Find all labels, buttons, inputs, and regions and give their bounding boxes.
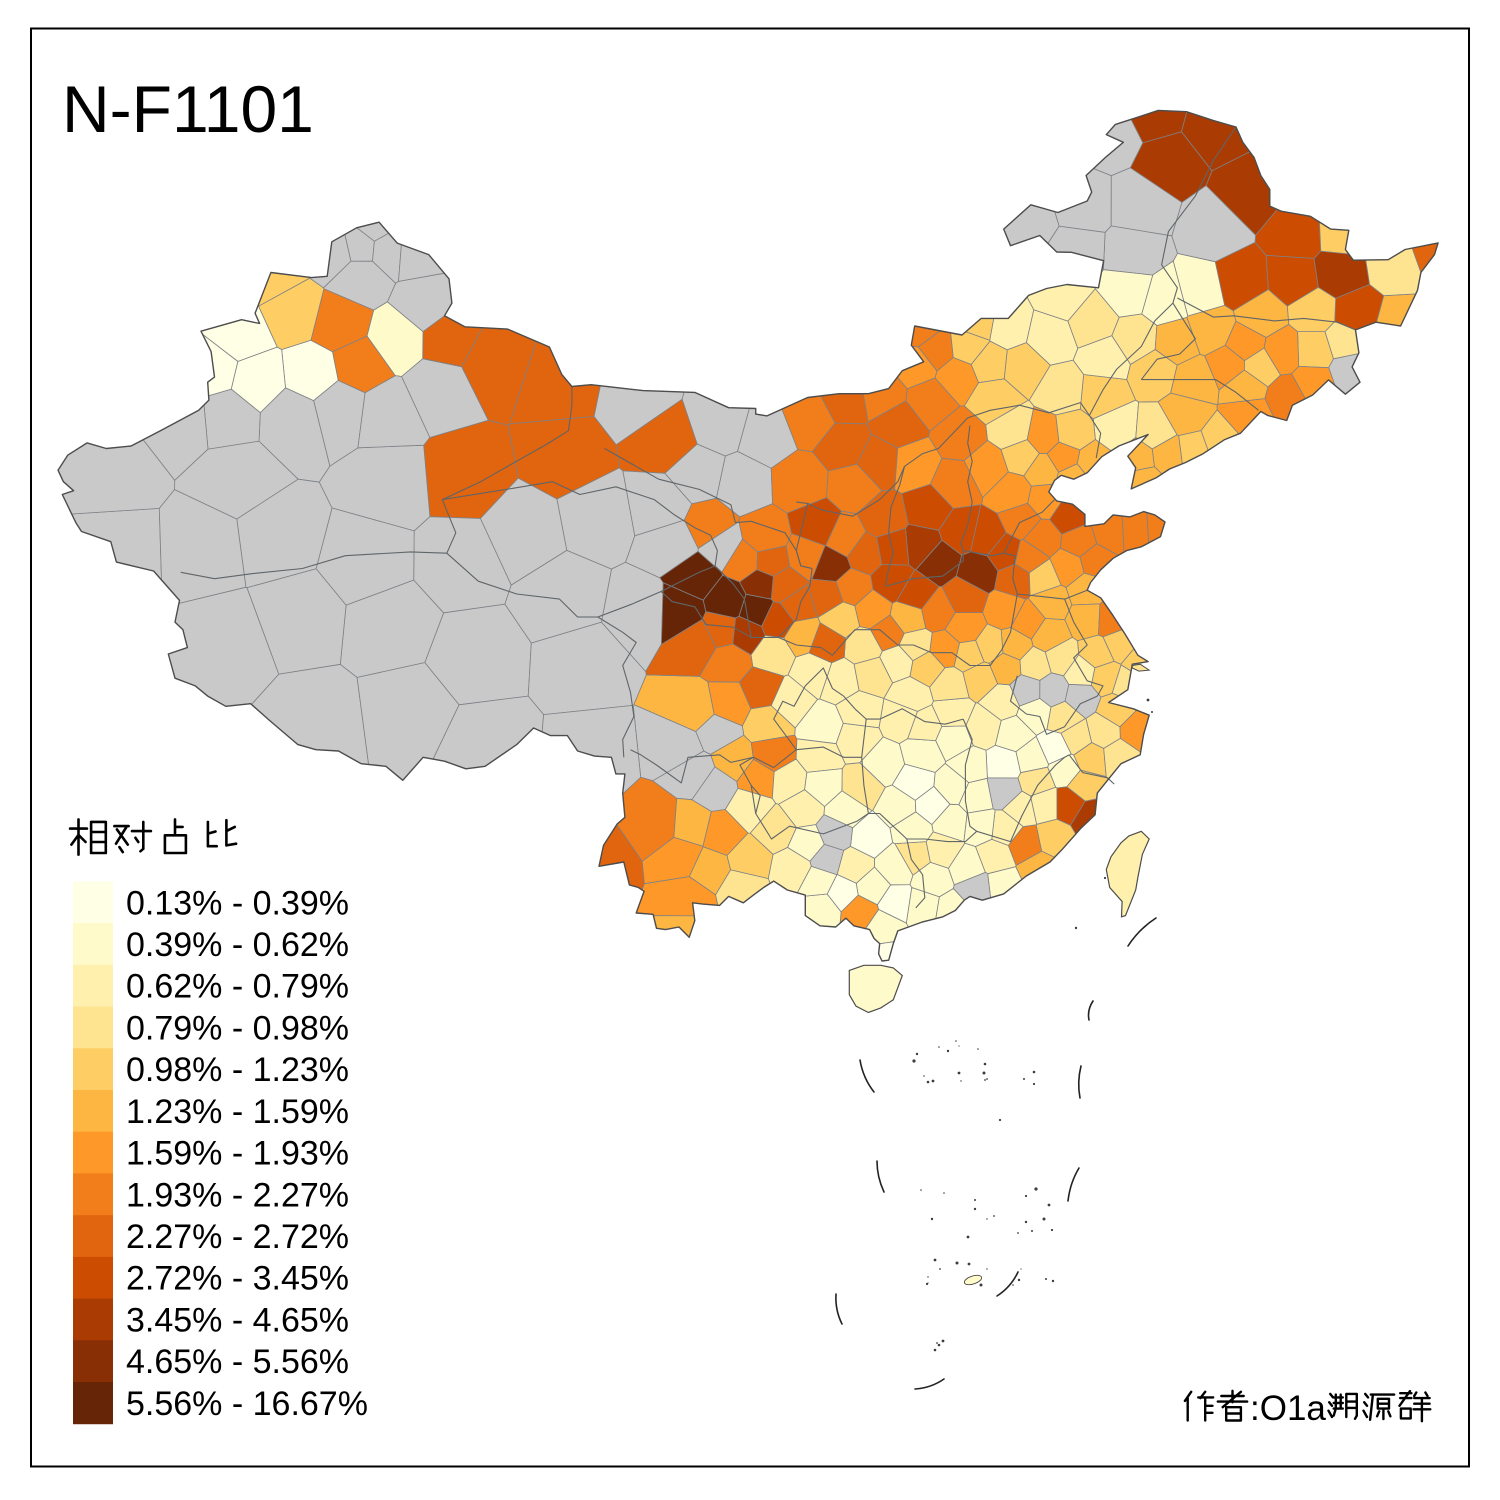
svg-text:1.59% - 1.93%: 1.59% - 1.93% [126, 1135, 349, 1173]
svg-text:0.79% - 0.98%: 0.79% - 0.98% [126, 1009, 349, 1047]
svg-text:0.98% - 1.23%: 0.98% - 1.23% [126, 1051, 349, 1089]
svg-text:0.13% - 0.39%: 0.13% - 0.39% [126, 884, 349, 922]
svg-text:3.45% - 4.65%: 3.45% - 4.65% [126, 1302, 349, 1340]
svg-text:2.27% - 2.72%: 2.27% - 2.72% [126, 1218, 349, 1256]
svg-text:0.62% - 0.79%: 0.62% - 0.79% [126, 968, 349, 1006]
svg-text:1.93% - 2.27%: 1.93% - 2.27% [126, 1176, 349, 1214]
svg-text::O1a: :O1a [1250, 1389, 1326, 1428]
svg-text:0.39% - 0.62%: 0.39% - 0.62% [126, 926, 349, 964]
svg-text:N-F1101: N-F1101 [62, 72, 314, 146]
svg-text:1.23% - 1.59%: 1.23% - 1.59% [126, 1093, 349, 1131]
svg-text:5.56% - 16.67%: 5.56% - 16.67% [126, 1385, 368, 1423]
svg-text:4.65% - 5.56%: 4.65% - 5.56% [126, 1343, 349, 1381]
svg-text:2.72% - 3.45%: 2.72% - 3.45% [126, 1260, 349, 1298]
